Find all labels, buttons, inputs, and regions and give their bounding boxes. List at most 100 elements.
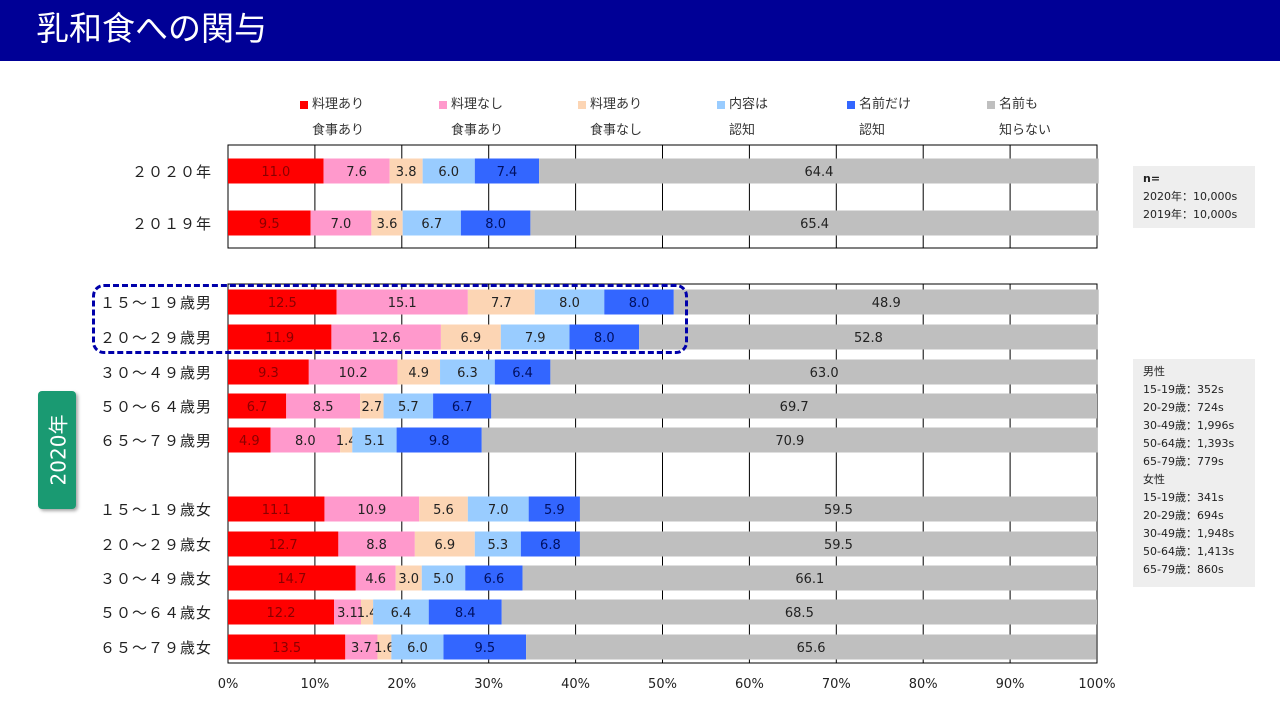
- data-label: 1.4: [357, 606, 378, 621]
- bar-segment: [373, 599, 429, 625]
- bar-segment: [228, 599, 335, 625]
- bar-segment: [228, 531, 339, 557]
- data-label: 8.0: [559, 296, 580, 311]
- bar-segment: [389, 158, 423, 184]
- x-tick-label: 70%: [821, 677, 851, 692]
- bar-segment: [395, 565, 422, 591]
- note-line: 65-79歳：779s: [1143, 455, 1224, 468]
- data-label: 7.7: [491, 296, 512, 311]
- row-label: ２０１９年: [131, 215, 212, 233]
- legend-label: 内容は: [729, 97, 769, 112]
- data-label: 7.9: [525, 331, 546, 346]
- legend-swatch: [987, 101, 995, 109]
- row-label: ６５～７９歳女: [99, 639, 212, 657]
- bar-segment: [371, 210, 403, 236]
- data-label: 6.7: [421, 217, 442, 232]
- data-label: 65.6: [797, 641, 826, 656]
- data-label: 6.4: [512, 366, 533, 381]
- row-label: ５０～６４歳男: [99, 398, 212, 416]
- row-label: ２０～２９歳男: [99, 329, 212, 347]
- data-label: 15.1: [388, 296, 417, 311]
- bar-segment: [396, 427, 482, 453]
- legend-label: 認知: [729, 123, 756, 138]
- title-bar: 乳和食への関与: [0, 0, 1280, 61]
- sample-size-note-segments: 男性 15-19歳：352s 20-29歳：724s 30-49歳：1,996s 50-…: [1133, 359, 1255, 587]
- data-label: 3.0: [398, 572, 419, 587]
- note-title: n=: [1143, 172, 1161, 185]
- data-label: 9.5: [259, 217, 280, 232]
- data-label: 3.7: [351, 641, 372, 656]
- note-line: 50-64歳：1,393s: [1143, 437, 1235, 450]
- bar-segment: [228, 210, 311, 236]
- bar-segment: [520, 531, 580, 557]
- bar-segment: [440, 324, 501, 350]
- row-label: ６５～７９歳男: [99, 432, 212, 450]
- page-title: 乳和食への関与: [36, 9, 267, 48]
- data-label: 63.0: [810, 366, 839, 381]
- data-label: 8.4: [455, 606, 476, 621]
- note-line: 30-49歳：1,948s: [1143, 527, 1235, 540]
- legend-label: 食事なし: [590, 123, 643, 138]
- note-line: 15-19歳：352s: [1143, 383, 1224, 396]
- data-label: 8.0: [485, 217, 506, 232]
- bar-segment: [528, 496, 580, 522]
- data-label: 11.9: [265, 331, 294, 346]
- data-label: 9.5: [474, 641, 495, 656]
- bar-segment: [460, 210, 531, 236]
- data-label: 70.9: [775, 434, 804, 449]
- bar-segment: [501, 599, 1097, 625]
- bar-segment: [421, 565, 466, 591]
- data-label: 8.0: [629, 296, 650, 311]
- note-line: 男性: [1143, 365, 1165, 378]
- data-label: 6.7: [247, 400, 268, 415]
- data-label: 69.7: [780, 400, 809, 415]
- bar-segment: [467, 496, 529, 522]
- data-label: 11.1: [262, 503, 291, 518]
- bar-segment: [323, 158, 390, 184]
- data-label: 6.0: [407, 641, 428, 656]
- data-label: 52.8: [854, 331, 883, 346]
- data-label: 2.7: [361, 400, 382, 415]
- legend-label: 認知: [859, 123, 886, 138]
- legend-swatch: [300, 101, 308, 109]
- note-line: 50-64歳：1,413s: [1143, 545, 1235, 558]
- data-label: 59.5: [824, 503, 853, 518]
- bar-segment: [526, 634, 1097, 660]
- row-label: ３０～４９歳女: [99, 570, 212, 588]
- data-label: 6.4: [391, 606, 412, 621]
- bar-segment: [352, 427, 397, 453]
- bar-segment: [383, 393, 434, 419]
- data-label: 6.7: [452, 400, 473, 415]
- data-label: 1.6: [374, 641, 395, 656]
- row-label: ２０２０年: [131, 163, 212, 181]
- data-label: 7.4: [497, 165, 518, 180]
- data-label: 3.8: [396, 165, 417, 180]
- data-label: 5.7: [398, 400, 419, 415]
- data-label: 65.4: [800, 217, 829, 232]
- bar-segment: [491, 393, 1097, 419]
- data-label: 8.5: [313, 400, 334, 415]
- data-label: 5.1: [364, 434, 385, 449]
- x-tick-label: 40%: [561, 677, 591, 692]
- x-tick-label: 80%: [908, 677, 938, 692]
- bar-segment: [604, 289, 674, 315]
- x-tick-label: 10%: [300, 677, 330, 692]
- data-label: 64.4: [804, 165, 833, 180]
- data-label: 4.6: [365, 572, 386, 587]
- bar-segment: [228, 427, 271, 453]
- note-line: 2019年：10,000s: [1143, 208, 1238, 221]
- sample-size-note-overall: n= 2020年：10,000s 2019年：10,000s: [1133, 166, 1255, 228]
- bar-segment: [338, 531, 415, 557]
- bar-segment: [228, 565, 356, 591]
- x-tick-label: 50%: [648, 677, 677, 692]
- bar-segment: [500, 324, 570, 350]
- data-label: 13.5: [272, 641, 301, 656]
- year-badge: 2020年: [38, 391, 76, 509]
- data-label: 5.0: [433, 572, 454, 587]
- bar-segment: [530, 210, 1099, 236]
- bar-segment: [228, 634, 346, 660]
- data-label: 12.7: [269, 538, 298, 553]
- bar-segment: [402, 210, 461, 236]
- data-label: 3.1: [337, 606, 358, 621]
- bar-segment: [310, 210, 372, 236]
